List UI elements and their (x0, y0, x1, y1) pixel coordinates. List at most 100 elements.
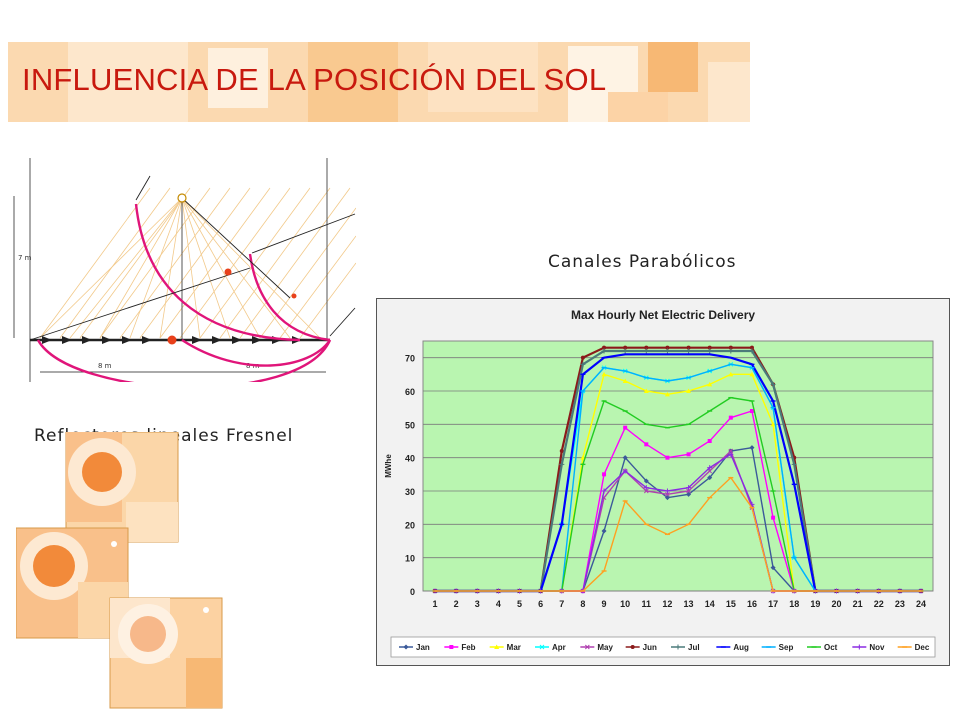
data-point (749, 348, 755, 354)
x-tick-label: 10 (620, 599, 630, 609)
data-point (601, 348, 607, 354)
x-tick-label: 17 (768, 599, 778, 609)
data-point (644, 345, 649, 350)
data-point (559, 461, 565, 467)
legend-label: Jul (688, 643, 700, 652)
title-banner: INFLUENCIA DE LA POSICIÓN DEL SOL (8, 42, 750, 122)
data-point (707, 348, 713, 354)
data-point (770, 421, 776, 427)
sun-rays (39, 187, 356, 339)
data-point (665, 455, 670, 460)
data-point (664, 495, 670, 501)
data-point (686, 345, 691, 350)
data-point (622, 348, 628, 354)
x-tick-label: 1 (432, 599, 437, 609)
data-point (686, 485, 692, 491)
max-hourly-chart: Max Hourly Net Electric Delivery 0 10 20 30 4… (377, 299, 949, 665)
data-point (601, 488, 607, 494)
data-point (539, 644, 545, 650)
data-point (601, 528, 607, 534)
x-tick-label: 22 (874, 599, 884, 609)
y-tick-label: 0 (410, 587, 415, 597)
data-point (728, 371, 734, 377)
data-point (623, 345, 628, 350)
data-point (403, 644, 409, 650)
y-tick-label: 60 (405, 387, 415, 397)
data-point (584, 644, 590, 650)
legend-label: Oct (824, 643, 838, 652)
data-point (770, 381, 776, 387)
data-point (686, 452, 691, 457)
legend-label: Jun (643, 643, 657, 652)
decorative-sun-tiles (16, 432, 223, 709)
data-point (622, 468, 628, 474)
y-tick-label: 20 (405, 520, 415, 530)
legend-label: May (597, 643, 613, 652)
data-point (643, 485, 649, 491)
data-point (644, 442, 649, 447)
data-point (665, 491, 670, 497)
x-tick-label: 13 (684, 599, 694, 609)
series-line (435, 476, 921, 592)
width-label-left: 8 m (98, 362, 112, 370)
page-title: INFLUENCIA DE LA POSICIÓN DEL SOL (22, 62, 607, 97)
data-point (664, 391, 670, 397)
series-dec (432, 476, 924, 592)
x-tick-label: 20 (831, 599, 841, 609)
data-point (686, 348, 692, 354)
data-point (643, 478, 649, 484)
caption-parabolic-troughs: Canales Parabólicos (548, 252, 737, 272)
focus-point-icon (291, 293, 297, 299)
y-axis-label: MWhe (384, 454, 393, 478)
legend-label: Jan (416, 643, 430, 652)
ray-arrows (29, 175, 356, 341)
data-point (686, 491, 692, 497)
x-tick-label: 15 (726, 599, 736, 609)
legend-box (390, 636, 936, 658)
legend-label: Dec (915, 643, 930, 652)
data-point (580, 361, 586, 367)
x-tick-label: 7 (559, 599, 564, 609)
x-tick-label: 8 (580, 599, 585, 609)
y-tick-label: 10 (405, 554, 415, 564)
x-tick-label: 6 (538, 599, 543, 609)
data-point (728, 448, 734, 454)
x-tick-label: 2 (454, 599, 459, 609)
data-point (707, 345, 712, 350)
x-tick-label: 16 (747, 599, 757, 609)
data-point (770, 565, 776, 571)
data-point (580, 355, 585, 360)
x-tick-label: 21 (853, 599, 863, 609)
title-banner-background (8, 42, 750, 122)
x-tick-label: 11 (642, 599, 652, 609)
data-point (622, 378, 628, 383)
data-point (623, 425, 628, 430)
height-label: 7 m (18, 254, 32, 262)
data-point (749, 371, 755, 377)
data-point (707, 475, 713, 481)
data-point (749, 445, 755, 451)
y-tick-label: 50 (405, 420, 415, 430)
data-point (856, 644, 862, 650)
receiver-curves (36, 203, 332, 382)
plot-area (422, 340, 934, 592)
data-point (749, 409, 754, 413)
data-point (791, 461, 797, 467)
legend-label: Nov (869, 643, 885, 652)
data-point (686, 388, 692, 393)
chart-panel: Max Hourly Net Electric Delivery 0 10 20 30 4… (376, 298, 950, 666)
sun-tile-icon (65, 432, 179, 543)
y-tick-label: 70 (405, 354, 415, 364)
data-point (728, 415, 733, 420)
legend-label: Feb (461, 643, 475, 652)
legend-label: Apr (552, 643, 566, 652)
data-point (707, 439, 712, 443)
data-point (601, 371, 607, 377)
x-tick-label: 5 (517, 599, 522, 609)
data-point (622, 455, 628, 461)
data-point (664, 348, 670, 354)
chart-title: Max Hourly Net Electric Delivery (571, 308, 755, 322)
sun-tile-icon (109, 597, 223, 709)
fresnel-diagram: 7 m 8 m 8 m (13, 158, 356, 382)
data-point (643, 388, 649, 393)
